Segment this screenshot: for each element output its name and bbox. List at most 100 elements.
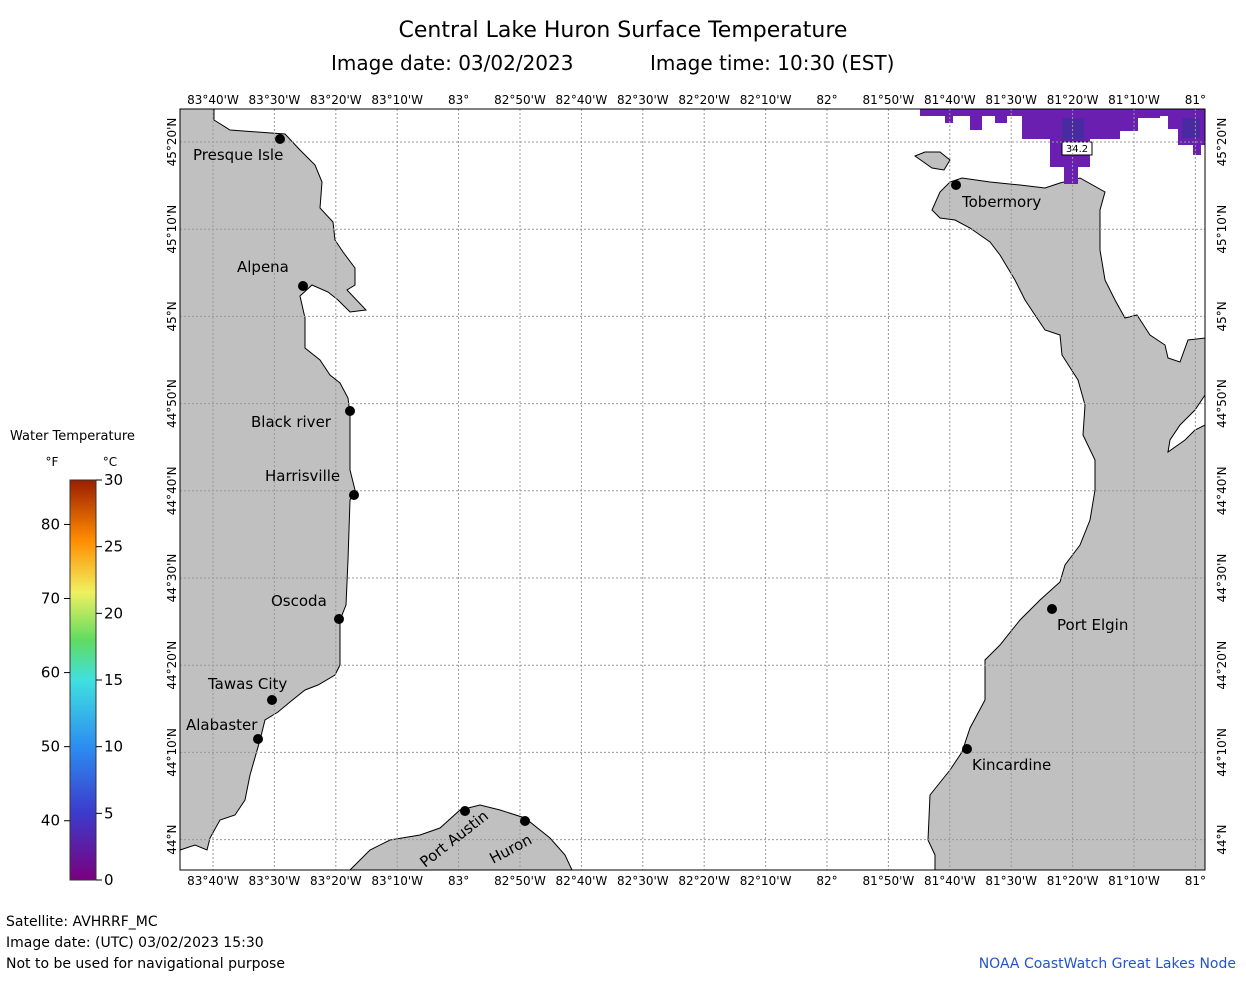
city-marker (275, 134, 285, 144)
city-marker (349, 490, 359, 500)
legend-tick-c-label: 5 (104, 804, 114, 822)
lon-label: 81°40'W (924, 93, 976, 107)
lat-label: 44°50'N (165, 379, 179, 428)
lon-label: 83°40'W (187, 93, 239, 107)
lon-label: 81°50'W (863, 93, 915, 107)
lon-label: 82°10'W (740, 93, 792, 107)
lon-label: 81°10'W (1108, 93, 1160, 107)
legend-c-unit: °C (103, 455, 117, 469)
lon-label: 81° (1185, 874, 1206, 888)
cove-island (913, 151, 951, 171)
city-marker (520, 816, 530, 826)
lat-label: 44°30'N (1215, 554, 1229, 603)
lon-label: 82° (816, 93, 837, 107)
legend-tick-f-label: 70 (41, 590, 60, 608)
lat-label: 44°40'N (165, 466, 179, 515)
lon-label: 82°20'W (678, 874, 730, 888)
city-label: Tawas City (207, 675, 287, 693)
lon-label: 83°10'W (371, 93, 423, 107)
image-date: Image date: 03/02/2023 (331, 51, 574, 75)
lon-label: 81° (1185, 93, 1206, 107)
lon-label: 81°40'W (924, 874, 976, 888)
lon-label: 83°10'W (371, 874, 423, 888)
city-marker (334, 614, 344, 624)
lon-label: 82°50'W (494, 874, 546, 888)
lon-label: 82°10'W (740, 874, 792, 888)
city-marker (962, 744, 972, 754)
lat-label: 44°10'N (1215, 728, 1229, 777)
lon-label: 81°20'W (1047, 874, 1099, 888)
lon-label: 83°30'W (249, 93, 301, 107)
disclaimer: Not to be used for navigational purpose (6, 956, 285, 972)
lon-label: 83° (448, 874, 469, 888)
lat-labels-right: 45°20'N 45°10'N 45°N 44°50'N 44°40'N 44°30'N 4… (1215, 118, 1229, 855)
legend-tick-c-label: 10 (104, 738, 123, 756)
city-label: Oscoda (271, 592, 327, 610)
lon-label: 82°20'W (678, 93, 730, 107)
lon-labels-top: 83°40'W 83°30'W 83°20'W 83°10'W 83° 82°50'W 82… (187, 93, 1206, 107)
city-label: Port Elgin (1057, 616, 1128, 634)
lon-label: 83°30'W (249, 874, 301, 888)
lat-label: 44°N (165, 824, 179, 854)
lat-label: 45°N (165, 301, 179, 331)
satellite-info: Satellite: AVHRRF_MC (6, 914, 158, 930)
michigan-landmass (179, 108, 368, 851)
lat-label: 45°20'N (1215, 118, 1229, 167)
lon-label: 82°50'W (494, 93, 546, 107)
lon-label: 82°40'W (556, 874, 608, 888)
lon-label: 83°20'W (310, 874, 362, 888)
city-label: Kincardine (972, 756, 1051, 774)
lat-label: 45°N (1215, 301, 1229, 331)
city-label: Black river (251, 413, 332, 431)
legend-tick-c-label: 0 (104, 871, 114, 889)
lon-label: 81°30'W (985, 874, 1037, 888)
lon-label: 82°30'W (617, 93, 669, 107)
legend-tick-c-label: 20 (104, 604, 123, 622)
legend-tick-f-label: 80 (41, 515, 60, 533)
city-label: Harrisville (265, 467, 340, 485)
lon-labels-bottom: 83°40'W 83°30'W 83°20'W 83°10'W 83° 82°50'W 82… (187, 874, 1206, 888)
lon-label: 83°40'W (187, 874, 239, 888)
legend-tick-f-label: 40 (41, 812, 60, 830)
lat-labels-left: 45°20'N 45°10'N 45°N 44°50'N 44°40'N 44°30'N 4… (165, 118, 179, 855)
city-label: Tobermory (961, 193, 1041, 211)
city-marker (460, 806, 470, 816)
ice-label: 34.2 (1066, 144, 1088, 155)
utc-date: Image date: (UTC) 03/02/2023 15:30 (6, 935, 264, 951)
lon-label: 83° (448, 93, 469, 107)
city-marker (298, 281, 308, 291)
city-marker (345, 406, 355, 416)
lat-label: 44°20'N (1215, 641, 1229, 690)
map-title: Central Lake Huron Surface Temperature (398, 18, 848, 43)
lon-label: 81°10'W (1108, 874, 1160, 888)
lat-label: 44°20'N (165, 641, 179, 690)
legend-tick-f-label: 60 (41, 664, 60, 682)
lat-label: 44°30'N (165, 554, 179, 603)
legend-tick-c-label: 30 (104, 471, 123, 489)
city-marker (951, 180, 961, 190)
bruce-peninsula-landmass (927, 177, 1206, 871)
city-label: Presque Isle (193, 146, 283, 164)
legend-f-unit: °F (46, 455, 59, 469)
temperature-data-darker (1182, 118, 1200, 138)
lat-label: 45°10'N (165, 205, 179, 254)
lon-label: 81°30'W (985, 93, 1037, 107)
legend-tick-c-label: 25 (104, 538, 123, 556)
city-label: Alpena (237, 258, 289, 276)
map-frame (179, 108, 1206, 871)
legend-colorbar (69, 479, 97, 881)
lon-label: 83°20'W (310, 93, 362, 107)
lat-label: 44°40'N (1215, 466, 1229, 515)
lat-label: 44°50'N (1215, 379, 1229, 428)
lon-label: 82°30'W (617, 874, 669, 888)
city-marker (253, 734, 263, 744)
image-time: Image time: 10:30 (EST) (650, 51, 895, 75)
lon-label: 81°50'W (863, 874, 915, 888)
legend-tick-f-label: 50 (41, 738, 60, 756)
lon-label: 82° (816, 874, 837, 888)
legend-tick-c-label: 15 (104, 671, 123, 689)
lat-label: 45°20'N (165, 118, 179, 167)
lat-label: 44°N (1215, 824, 1229, 854)
